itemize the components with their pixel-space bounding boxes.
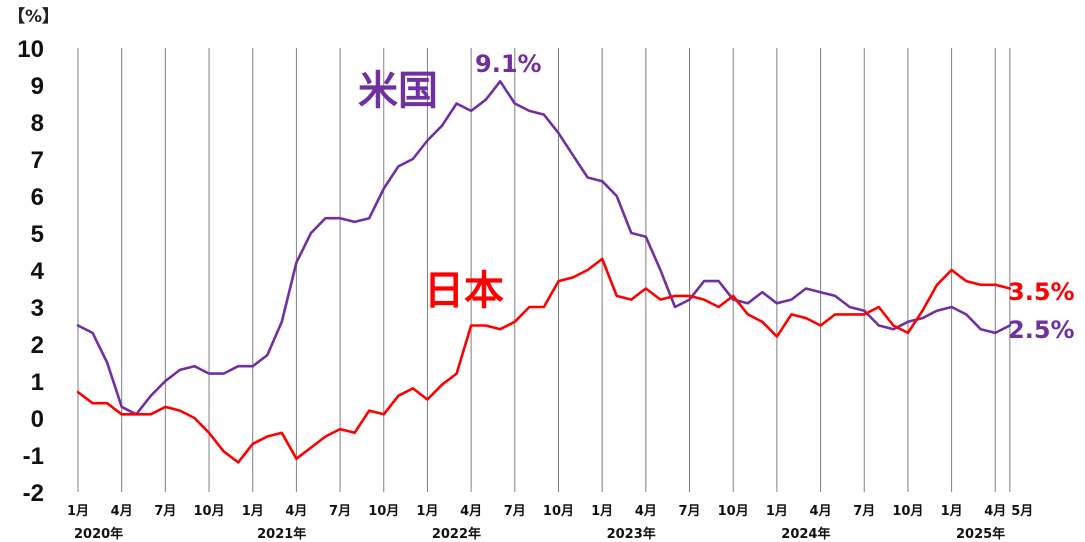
- x-tick-label: 4月: [111, 504, 133, 519]
- y-tick-label: 9: [31, 73, 44, 100]
- x-tick-label: 1月: [416, 504, 438, 519]
- y-tick-label: 1: [31, 369, 44, 396]
- x-tick-label: 4月: [810, 504, 832, 519]
- y-tick-label: -1: [23, 443, 44, 470]
- y-tick-label: 7: [31, 147, 44, 174]
- y-tick-label: 4: [31, 258, 45, 285]
- x-tick-label: 4月: [984, 504, 1006, 519]
- x-tick-label: 10月: [368, 504, 399, 519]
- x-tick-label: 7月: [678, 504, 700, 519]
- x-tick-label: 10月: [193, 504, 224, 519]
- x-tick-label: 4月: [285, 504, 307, 519]
- x-tick-label: 1月: [766, 504, 788, 519]
- x-tick-label: 4月: [635, 504, 657, 519]
- us-series-label: 米国: [358, 68, 438, 114]
- x-tick-label: 7月: [329, 504, 351, 519]
- y-tick-label: 2: [31, 332, 44, 359]
- year-label: 2023年: [607, 526, 656, 542]
- y-tick-label: 5: [31, 221, 44, 248]
- x-tick-label: 10月: [892, 504, 923, 519]
- y-tick-label: 0: [31, 406, 44, 433]
- unit-label: 【%】: [8, 6, 59, 27]
- y-tick-label: -2: [23, 480, 44, 507]
- year-label: 2021年: [257, 526, 306, 542]
- x-tick-label: 5月: [1011, 504, 1033, 519]
- year-label: 2025年: [956, 526, 1005, 542]
- jp-series-label: 日本: [424, 268, 504, 314]
- year-label: 2022年: [432, 526, 481, 542]
- x-tick-label: 1月: [242, 504, 264, 519]
- jp-last-value-annotation: 3.5%: [1008, 278, 1075, 306]
- x-tick-label: 7月: [154, 504, 176, 519]
- year-labels: 2020年 2021年 2022年 2023年 2024年 2025年: [74, 526, 1005, 542]
- series-lines: [76, 80, 1012, 464]
- x-tick-label: 7月: [853, 504, 875, 519]
- y-tick-label: 3: [31, 295, 44, 322]
- x-tick-label: 1月: [591, 504, 613, 519]
- x-tick-label: 10月: [543, 504, 574, 519]
- us-cpi-line: [76, 80, 1012, 416]
- us-peak-annotation: 9.1%: [475, 50, 542, 78]
- y-tick-label: 6: [31, 184, 44, 211]
- x-tick-label: 4月: [460, 504, 482, 519]
- grid-lines: [77, 48, 1011, 492]
- jp-cpi-line: [76, 257, 1012, 464]
- x-tick-label: 7月: [504, 504, 526, 519]
- x-tick-label: 1月: [67, 504, 89, 519]
- year-label: 2024年: [781, 526, 830, 542]
- x-axis-ticks: 1月 4月 7月 10月 1月 4月 7月 10月 1月 4月 7月 10月 1月 4月 7月 10月 1月 4月…: [67, 504, 1033, 519]
- year-label: 2020年: [74, 526, 123, 542]
- y-tick-label: 8: [31, 110, 44, 137]
- us-last-value-annotation: 2.5%: [1008, 316, 1075, 344]
- y-tick-label: 10: [17, 36, 44, 63]
- x-tick-label: 10月: [718, 504, 749, 519]
- x-tick-label: 1月: [941, 504, 963, 519]
